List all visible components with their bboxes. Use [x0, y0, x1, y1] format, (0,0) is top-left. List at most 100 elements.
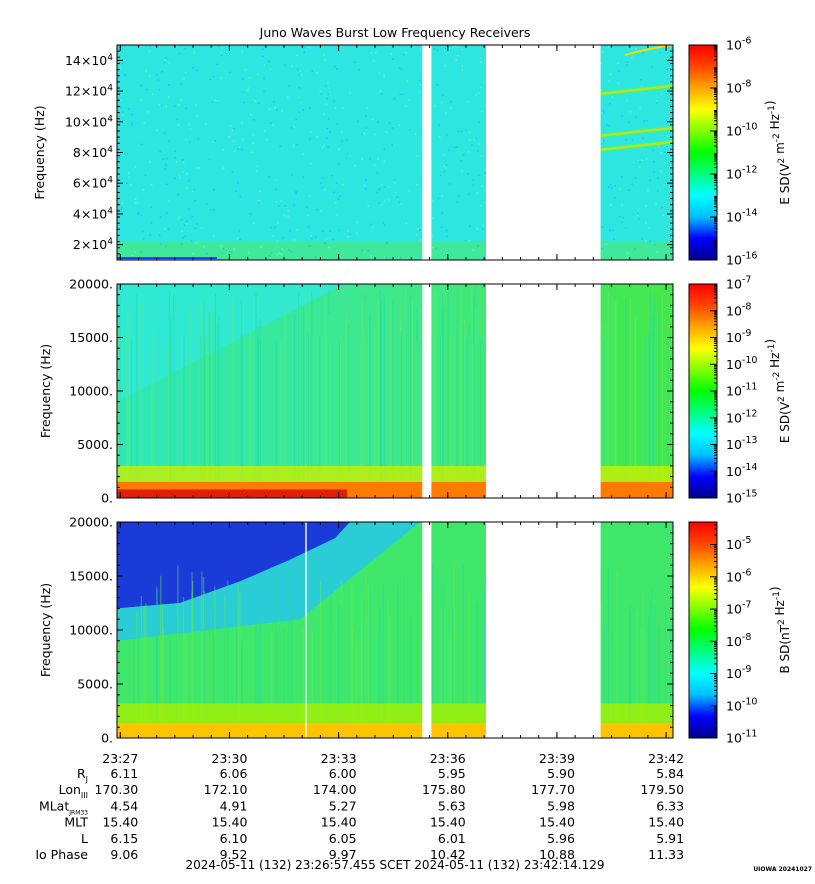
- spectrogram-speckle: [610, 204, 612, 206]
- spectrogram-speckle: [191, 239, 193, 242]
- spectrogram-speckle: [298, 96, 301, 98]
- spectrogram-streak: [629, 609, 631, 738]
- spectrogram-speckle: [186, 173, 188, 175]
- spectrogram-speckle: [293, 204, 295, 206]
- spectrogram-speckle: [376, 172, 379, 174]
- spectrogram-speckle: [165, 57, 167, 59]
- spectrogram-speckle: [130, 184, 132, 186]
- colorbar-tick-base: 10: [726, 38, 742, 53]
- spectrogram-streak: [294, 314, 296, 498]
- spectrogram-speckle: [621, 115, 624, 117]
- colorbar-tick-label: 10-10: [726, 696, 757, 713]
- spectrogram-streak: [472, 343, 474, 498]
- spectrogram-speckle: [441, 212, 444, 214]
- spectrogram-speckle: [134, 251, 136, 253]
- spectrogram-speckle: [356, 221, 358, 224]
- spectrogram-speckle: [656, 251, 659, 253]
- spectrogram-speckle: [162, 158, 165, 160]
- spectrogram-speckle: [384, 130, 387, 133]
- spectrogram-streak: [636, 617, 639, 738]
- spectrogram-speckle: [177, 124, 180, 126]
- spectrogram-speckle: [624, 226, 627, 229]
- y-tick-label: 14×104: [65, 53, 113, 68]
- spectrogram-streak: [387, 599, 389, 738]
- spectrogram-speckle: [443, 154, 446, 156]
- spectrogram-speckle: [118, 157, 121, 159]
- spectrogram-speckle: [626, 64, 628, 66]
- spectrogram-speckle: [463, 154, 465, 156]
- spectrogram-speckle: [302, 153, 305, 155]
- spectrogram-streak: [339, 337, 341, 498]
- spectrogram-speckle: [643, 120, 645, 122]
- spectrogram-speckle: [288, 248, 290, 251]
- spectrogram-speckle: [608, 185, 610, 188]
- spectrogram-streak: [616, 572, 618, 738]
- spectrogram-speckle: [159, 243, 162, 246]
- spectrogram-speckle: [438, 124, 440, 126]
- spectrogram-speckle: [384, 257, 386, 260]
- spectrogram-streak: [410, 295, 412, 498]
- spectrogram-speckle: [272, 101, 275, 103]
- spectrogram-speckle: [468, 193, 470, 195]
- spectrogram-speckle: [168, 140, 170, 142]
- colorbar-tick-base: 10: [726, 437, 742, 452]
- spectrogram-speckle: [622, 216, 624, 219]
- spectrogram-streak: [652, 316, 654, 498]
- spectrogram-speckle: [638, 218, 640, 220]
- spectrogram-speckle: [478, 143, 481, 146]
- spectrogram-speckle: [456, 201, 459, 203]
- ephemeris-label-main: R: [77, 766, 86, 781]
- spectrogram-speckle: [323, 145, 325, 148]
- spectrogram-band: [117, 257, 217, 259]
- spectrogram-speckle: [230, 251, 233, 254]
- spectrogram-speckle: [476, 192, 479, 194]
- spectrogram-speckle: [197, 138, 200, 140]
- spectrogram-streak: [232, 296, 234, 498]
- spectrogram-speckle: [120, 99, 122, 102]
- spectrogram-speckle: [333, 100, 336, 103]
- spectrogram-speckle: [140, 214, 143, 217]
- spectrogram-streak: [614, 302, 616, 498]
- spectrogram-speckle: [656, 102, 658, 104]
- spectrogram-speckle: [309, 131, 312, 133]
- spectrogram-speckle: [196, 69, 198, 72]
- spectrogram-speckle: [324, 59, 326, 61]
- spectrogram-streak: [405, 287, 407, 498]
- colorbar-label-exponent: 2: [777, 396, 787, 402]
- spectrogram-speckle: [300, 101, 302, 104]
- spectrogram-speckle: [391, 127, 394, 129]
- spectrogram-speckle: [666, 68, 668, 70]
- colorbar-label-text: m: [773, 142, 787, 158]
- spectrogram-streak: [453, 334, 455, 498]
- spectrogram-streak: [468, 324, 470, 498]
- spectrogram-streak: [642, 593, 644, 738]
- spectrogram-panels: 2×1044×1046×1048×10410×10412×10414×104Fr…: [32, 36, 792, 746]
- spectrogram-speckle: [323, 113, 325, 115]
- spectrogram-speckle: [480, 61, 482, 63]
- spectrogram-streak: [208, 312, 210, 498]
- spectrogram-speckle: [127, 108, 130, 110]
- spectrogram-streak: [192, 580, 194, 738]
- colorbar-tick-label: 10-14: [726, 208, 757, 225]
- spectrogram-speckle: [263, 77, 265, 80]
- spectrogram-streak: [177, 565, 179, 738]
- spectrogram-speckle: [117, 47, 119, 50]
- spectrogram-streak: [352, 627, 354, 738]
- spectrogram-speckle: [647, 189, 649, 192]
- spectrogram-speckle: [252, 222, 255, 224]
- ephemeris-value: 5.98: [547, 798, 575, 813]
- spectrogram-streak: [484, 600, 487, 738]
- spectrogram-speckle: [602, 51, 604, 53]
- spectrogram-speckle: [613, 196, 616, 199]
- spectrogram-speckle: [621, 204, 623, 207]
- spectrogram-speckle: [338, 229, 341, 232]
- spectrogram-speckle: [637, 212, 640, 215]
- spectrogram-streak: [205, 341, 207, 498]
- spectrogram-speckle: [444, 64, 447, 67]
- spectrogram-speckle: [366, 107, 368, 110]
- spectrogram-speckle: [342, 107, 345, 109]
- spectrogram-speckle: [296, 68, 299, 70]
- spectrogram-speckle: [296, 54, 298, 57]
- spectrogram-speckle: [183, 78, 185, 80]
- colorbar-tick-base: 10: [726, 210, 742, 225]
